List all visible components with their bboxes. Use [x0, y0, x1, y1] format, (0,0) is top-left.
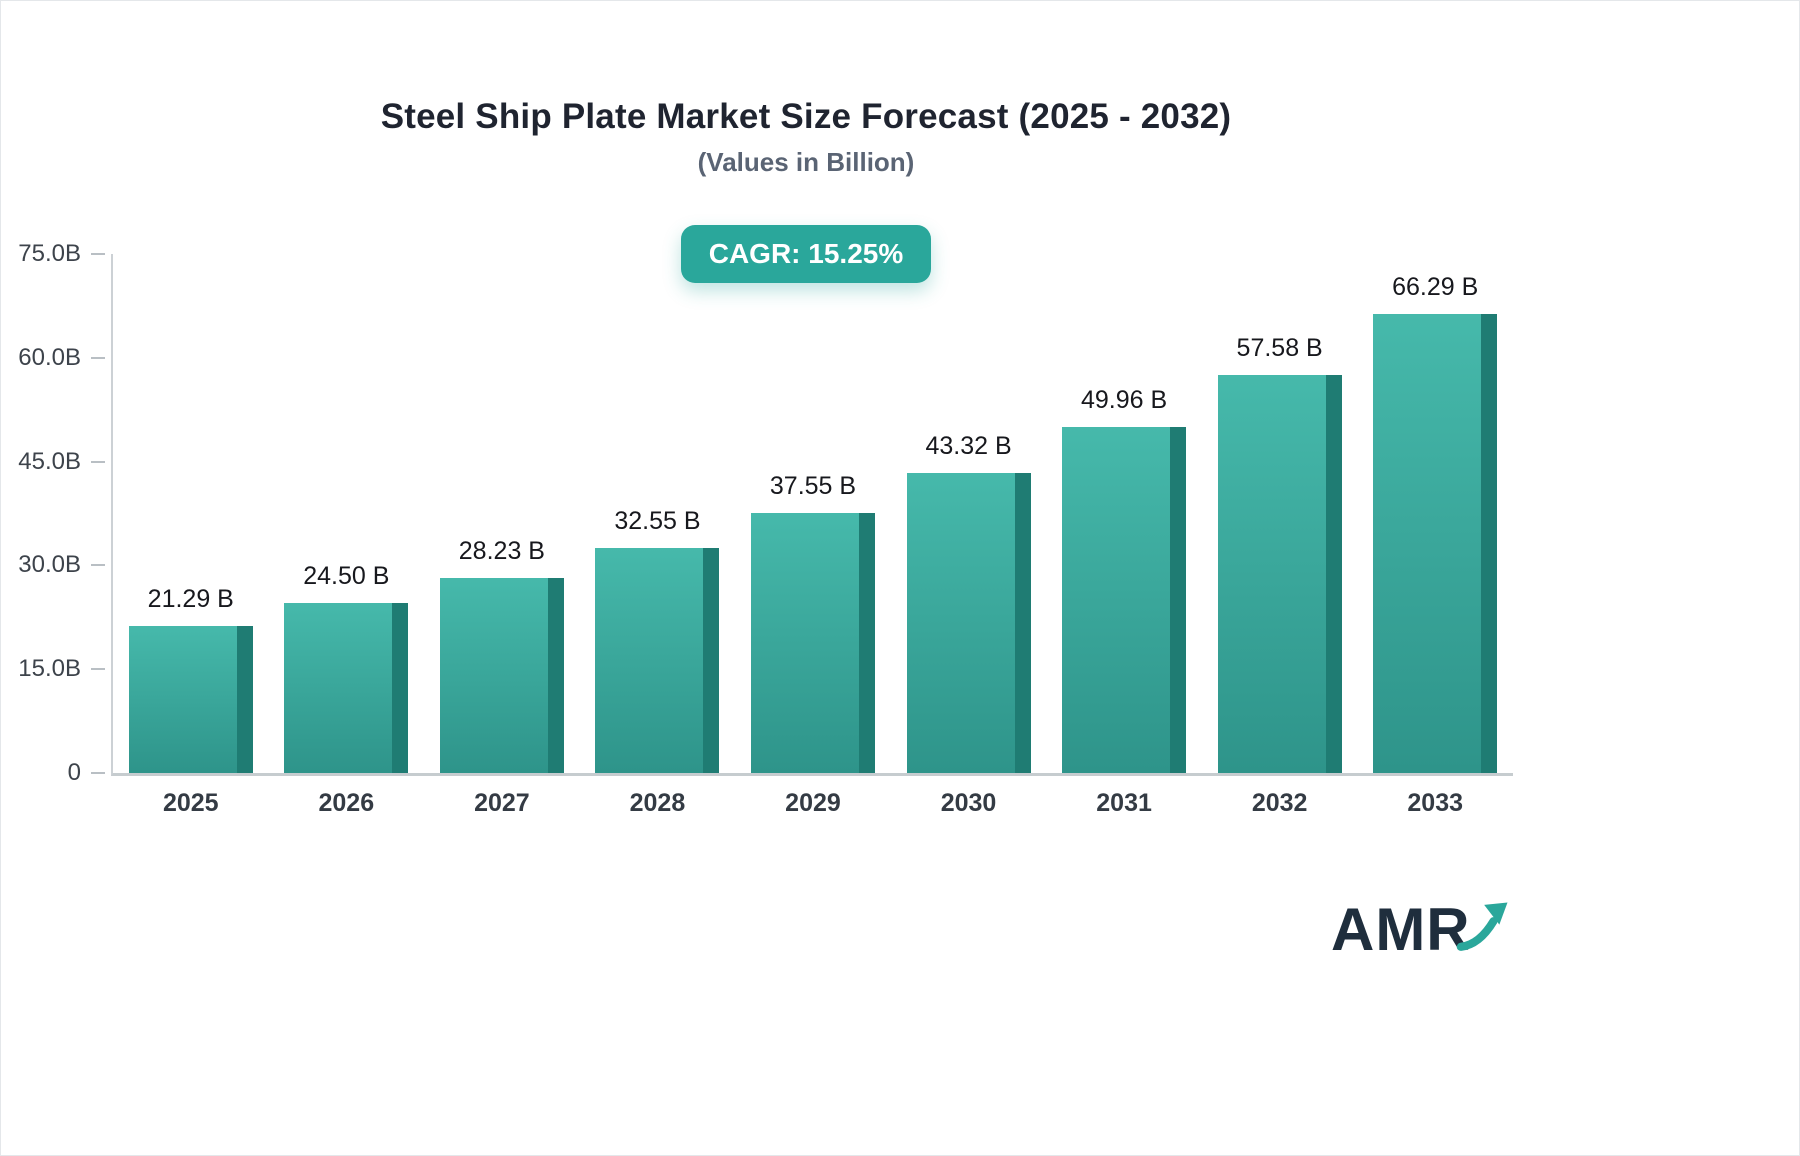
trend-arrow-icon	[1456, 902, 1508, 951]
bar-2025	[128, 625, 253, 773]
bar-chart-plot-area: 0 15.0B 30.0B 45.0B 60.0B 75.0B 21.29 B 2025 24.…	[18, 240, 1513, 817]
bar-slot-2031: 49.96 B 2031	[1046, 254, 1202, 817]
bar-slot-2027: 28.23 B 2027	[424, 254, 580, 817]
y-axis-label: 45.0B	[18, 447, 81, 475]
bar-2026	[284, 603, 409, 773]
y-axis-tick-row: 45.0B	[1, 447, 113, 475]
bar-side-face	[236, 625, 253, 773]
x-axis-label: 2029	[785, 789, 841, 817]
y-axis-tick-mark	[91, 564, 105, 567]
bar-2030	[906, 473, 1031, 773]
y-axis-label: 15.0B	[18, 655, 81, 683]
bar-slot-2030: 43.32 B 2030	[891, 254, 1047, 817]
bar-2028	[595, 547, 720, 773]
y-axis-label: 0	[67, 759, 81, 786]
amr-logo-text: AMR	[1331, 896, 1471, 963]
y-axis-label: 75.0B	[18, 240, 81, 267]
bar-value-label: 66.29 B	[1392, 273, 1479, 302]
y-axis-tick-mark	[91, 668, 105, 671]
y-axis-tick-row: 0	[1, 759, 113, 786]
bar-slot-2029: 37.55 B 2029	[735, 254, 891, 817]
bar-value-label: 32.55 B	[614, 506, 701, 535]
bar-2027	[439, 577, 564, 773]
bar-front-face	[750, 513, 859, 773]
bar-side-face	[1325, 374, 1342, 773]
bar-front-face	[595, 547, 704, 773]
y-axis-label: 60.0B	[18, 343, 81, 371]
bar-side-face	[1014, 473, 1031, 773]
chart-subtitle: (Values in Billion)	[697, 147, 915, 177]
y-axis-tick-mark	[91, 772, 105, 774]
y-axis-tick-mark	[91, 253, 105, 255]
bar-front-face	[284, 603, 393, 773]
bar-front-face	[1217, 374, 1326, 773]
bar-slot-2028: 32.55 B 2028	[580, 254, 736, 817]
bar-side-face	[392, 603, 409, 773]
bar-slot-2026: 24.50 B 2026	[269, 254, 425, 817]
bar-value-label: 43.32 B	[925, 432, 1012, 461]
bar-side-face	[858, 513, 875, 773]
chart-title: Steel Ship Plate Market Size Forecast (2…	[380, 97, 1232, 136]
y-axis-tick-mark	[91, 460, 105, 463]
cagr-badge: CAGR: 15.25%	[681, 225, 931, 283]
x-axis-label: 2026	[318, 789, 375, 817]
bar-value-label: 37.55 B	[769, 472, 857, 501]
bar-2032	[1217, 374, 1342, 773]
bar-value-label: 24.50 B	[303, 562, 390, 591]
x-axis-label: 2027	[474, 789, 530, 817]
bar-2031	[1062, 427, 1187, 773]
y-axis-tick-row: 15.0B	[1, 655, 113, 683]
bar-front-face	[1373, 314, 1482, 773]
y-axis-label: 30.0B	[18, 551, 81, 579]
x-axis-label: 2028	[629, 789, 686, 817]
y-axis-tick-row: 30.0B	[1, 551, 113, 579]
bar-front-face	[128, 625, 237, 773]
x-axis-label: 2025	[162, 789, 219, 817]
y-axis-tick-row: 60.0B	[1, 343, 113, 371]
bar-value-label: 49.96 B	[1081, 386, 1168, 415]
x-axis-label: 2030	[940, 789, 997, 817]
bar-value-label: 28.23 B	[458, 536, 545, 565]
bar-side-face	[1481, 314, 1498, 773]
x-axis-label: 2032	[1251, 789, 1308, 817]
y-axis-tick-mark	[91, 356, 105, 359]
bar-front-face	[439, 577, 548, 773]
bar-slot-2025: 21.29 B 2025	[113, 254, 269, 817]
y-axis-tick-row: 75.0B	[1, 240, 113, 267]
amr-logo: AMR	[1331, 895, 1511, 964]
x-axis-label: 2033	[1407, 789, 1464, 817]
bar-2033	[1373, 314, 1498, 773]
bar-slot-2032: 57.58 B 2032	[1202, 254, 1358, 817]
bar-side-face	[1170, 427, 1187, 773]
x-axis-label: 2031	[1096, 789, 1152, 817]
bar-value-label: 21.29 B	[147, 584, 234, 613]
bar-side-face	[703, 547, 720, 773]
bar-slot-2033: 66.29 B 2033	[1357, 254, 1513, 817]
bar-2029	[750, 513, 875, 773]
bar-value-label: 57.58 B	[1236, 333, 1323, 362]
bar-front-face	[1062, 427, 1171, 773]
bar-front-face	[906, 473, 1015, 773]
bar-side-face	[547, 577, 564, 773]
